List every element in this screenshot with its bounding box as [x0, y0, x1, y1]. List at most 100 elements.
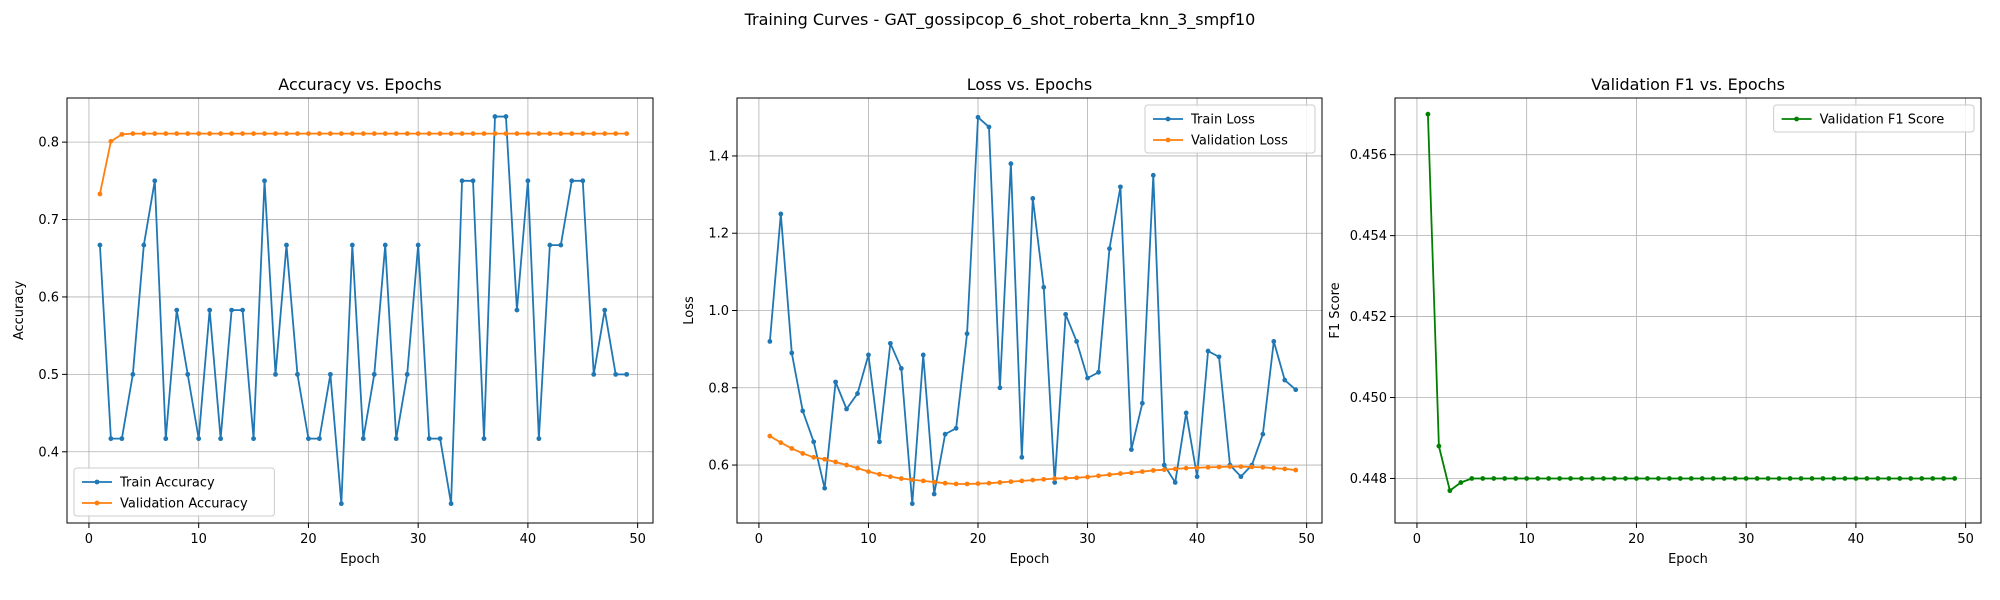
data-point [481, 436, 487, 442]
legend-label: Train Accuracy [119, 476, 215, 491]
legend-marker [1794, 116, 1799, 122]
data-point [997, 480, 1003, 485]
data-point [470, 178, 476, 184]
data-point [360, 436, 366, 442]
data-point [503, 114, 509, 119]
data-point [569, 131, 575, 137]
data-point [97, 191, 103, 197]
data-point [1107, 246, 1112, 252]
data-point [811, 454, 817, 460]
data-point [1688, 476, 1694, 481]
data-point [1293, 387, 1299, 393]
series-line-validation-f1-score [1427, 114, 1955, 492]
data-point [942, 431, 948, 437]
data-point [613, 371, 619, 377]
data-point [1754, 476, 1760, 481]
data-point [920, 478, 926, 484]
legend-marker [1165, 137, 1171, 143]
data-point [778, 440, 784, 446]
data-point [306, 131, 311, 137]
data-point [1491, 476, 1497, 481]
data-point [108, 436, 114, 442]
data-point [1172, 480, 1178, 485]
data-point [1096, 473, 1101, 479]
data-point [844, 462, 849, 468]
data-point [240, 131, 245, 137]
data-point [152, 131, 158, 137]
data-point [1732, 476, 1738, 481]
data-point [163, 436, 169, 442]
data-point [97, 242, 103, 248]
data-point [525, 178, 531, 184]
data-point [1205, 348, 1211, 354]
data-point [1041, 284, 1047, 290]
data-point [1513, 476, 1519, 481]
data-point [920, 352, 926, 358]
legend-marker [94, 500, 100, 506]
data-point [1919, 476, 1925, 481]
data-point [624, 131, 630, 137]
data-point [800, 408, 806, 414]
data-point [1842, 476, 1848, 481]
data-point [1183, 465, 1189, 471]
data-point [1524, 476, 1530, 481]
data-point [1238, 474, 1244, 480]
data-point [833, 459, 838, 465]
x-tick-label: 0 [85, 532, 93, 547]
data-point [1557, 476, 1563, 481]
data-point [371, 131, 377, 137]
chart-panel-2: 0 10 20 30 40 50 0.6 0.8 1.0 1.2 1.4 Loss vs. Epoch… [682, 75, 1323, 567]
data-point [1436, 443, 1442, 449]
x-axis-label: Epoch [1668, 552, 1708, 567]
data-point [822, 456, 828, 462]
data-point [1030, 196, 1036, 201]
data-point [1941, 476, 1947, 481]
data-point [1216, 464, 1222, 470]
data-point [1260, 431, 1266, 437]
data-point [174, 131, 180, 137]
y-axis-label: Loss [682, 296, 697, 325]
data-point [459, 178, 465, 184]
data-point [1227, 464, 1233, 469]
data-point [591, 371, 597, 377]
data-point [1908, 476, 1914, 481]
series-train-loss [767, 114, 1299, 507]
y-tick-label: 0.450 [1350, 391, 1387, 406]
data-point [141, 242, 147, 248]
data-point [1634, 476, 1639, 481]
data-point [316, 436, 322, 442]
data-point [492, 131, 498, 137]
data-point [986, 124, 992, 130]
y-tick-label: 0.452 [1350, 310, 1387, 325]
data-point [1183, 410, 1189, 416]
data-point [1139, 469, 1145, 475]
x-tick-label: 0 [1413, 532, 1421, 547]
data-point [1469, 476, 1475, 481]
data-point [262, 131, 267, 137]
data-point [1743, 476, 1749, 481]
x-tick-label: 10 [190, 532, 207, 547]
x-tick-label: 0 [755, 532, 763, 547]
data-point [1161, 467, 1167, 473]
data-point [1897, 476, 1903, 481]
data-point [1030, 477, 1036, 483]
data-point [404, 371, 410, 377]
data-point [1787, 476, 1793, 481]
chart-panel-1: 0 10 20 30 40 50 0.4 0.5 0.6 0.7 0.8 Accuracy vs. E… [12, 75, 654, 567]
data-point [514, 307, 520, 313]
data-point [931, 491, 937, 497]
data-point [393, 436, 399, 442]
data-point [185, 131, 191, 137]
data-point [866, 469, 871, 475]
data-point [767, 433, 773, 439]
data-point [811, 439, 817, 445]
data-point [1019, 478, 1025, 484]
y-tick-label: 0.448 [1350, 472, 1387, 487]
chart-title: Accuracy vs. Epochs [278, 75, 441, 94]
chart-panel-3: 0 10 20 30 40 50 0.448 0.450 0.452 0.454 0.456 Vali… [1328, 75, 1982, 567]
data-point [393, 131, 399, 137]
data-point [1930, 476, 1936, 481]
legend-label: Validation Loss [1191, 134, 1288, 149]
data-point [997, 385, 1003, 391]
x-tick-label: 40 [1189, 532, 1206, 547]
